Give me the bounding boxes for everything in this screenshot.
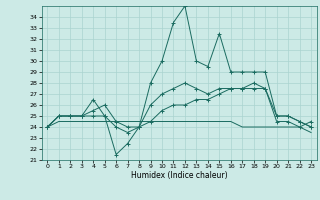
- X-axis label: Humidex (Indice chaleur): Humidex (Indice chaleur): [131, 171, 228, 180]
